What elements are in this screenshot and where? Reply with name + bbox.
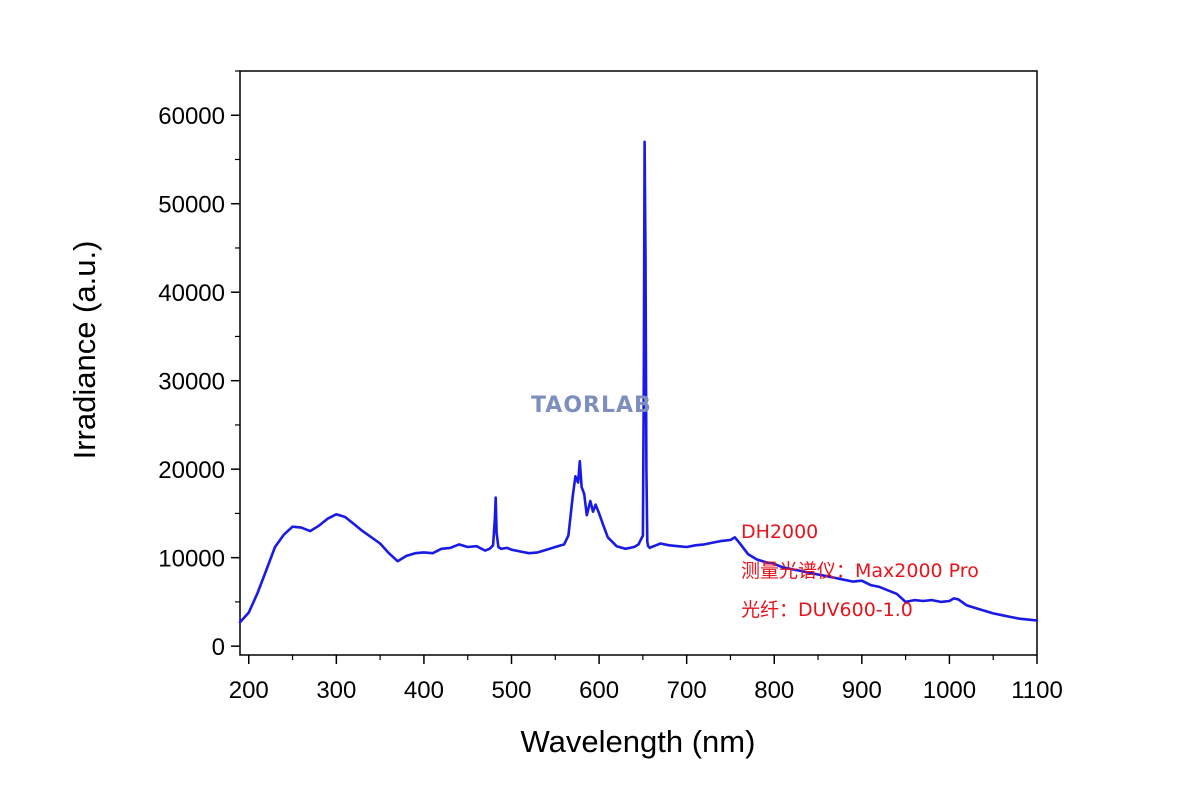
x-tick-label: 1000 (923, 677, 976, 704)
y-tick-label: 0 (212, 634, 225, 661)
x-tick-label: 600 (579, 677, 619, 704)
series-layer (238, 140, 1039, 624)
x-tick-label: 800 (754, 677, 794, 704)
y-tick-label: 60000 (158, 103, 225, 130)
annotation-fiber: 光纤：DUV600-1.0 (741, 599, 913, 621)
y-tick-label: 40000 (158, 280, 225, 307)
x-tick-label: 500 (491, 677, 531, 704)
x-tick-label: 700 (667, 677, 707, 704)
plot-border (239, 70, 1038, 656)
x-axis-title: Wavelength (nm) (521, 724, 756, 759)
x-tick-label: 300 (316, 677, 356, 704)
y-tick-label: 30000 (158, 369, 225, 396)
y-tick-label: 50000 (158, 192, 225, 219)
y-axis: 0 10000 20000 30000 40000 50000 60000 (158, 70, 240, 661)
y-tick-label: 20000 (158, 457, 225, 484)
x-tick-label: 900 (842, 677, 882, 704)
annotation-spectrometer: 测量光谱仪：Max2000 Pro (741, 560, 979, 582)
watermark-logo: TAORLAB (531, 393, 652, 418)
y-axis-title: Irradiance (a.u.) (67, 241, 102, 460)
plot-frame (239, 70, 1038, 656)
annotation-lamp: DH2000 (741, 521, 818, 543)
x-axis: 200 300 400 500 600 700 800 900 1000 1100 (229, 655, 1063, 704)
x-tick-label: 400 (404, 677, 444, 704)
series-line (238, 140, 1039, 624)
x-tick-label: 200 (229, 677, 269, 704)
y-tick-label: 10000 (158, 546, 225, 573)
annotation-block: DH2000 测量光谱仪：Max2000 Pro 光纤：DUV600-1.0 (741, 521, 979, 621)
x-tick-label: 1100 (1011, 677, 1063, 704)
watermark-text: TAORLAB (531, 393, 652, 418)
